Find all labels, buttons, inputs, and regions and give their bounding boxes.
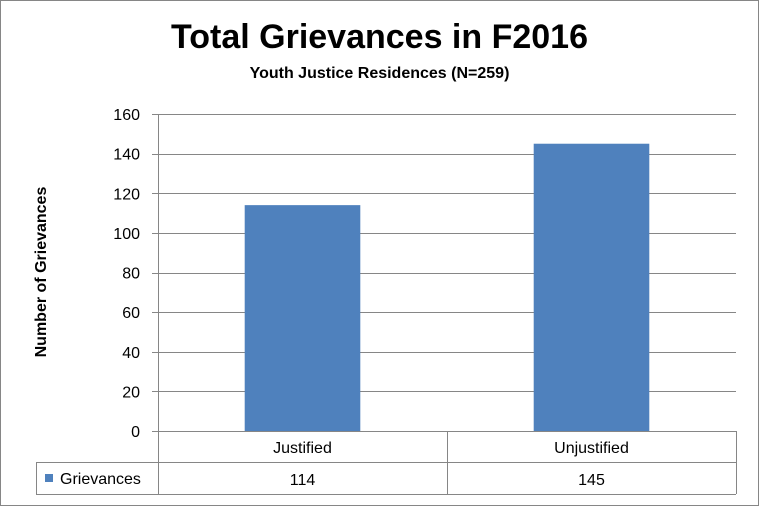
y-tick-label: 160	[113, 107, 140, 124]
bar	[533, 143, 650, 431]
chart-subtitle: Youth Justice Residences (N=259)	[249, 65, 510, 82]
y-tick-label: 20	[122, 384, 140, 401]
y-tick-label: 60	[122, 305, 140, 322]
y-tick-label: 40	[122, 345, 140, 362]
y-tick-label: 0	[131, 424, 140, 441]
legend-key	[45, 474, 53, 482]
x-category-label: Unjustified	[554, 440, 629, 457]
chart-title: Total Grievances in F2016	[171, 18, 588, 56]
y-tick-label: 80	[122, 266, 140, 283]
legend-series-name: Grievances	[60, 471, 141, 488]
x-category-label: Justified	[273, 440, 332, 457]
table-value: 145	[578, 472, 605, 489]
y-tick-label: 120	[113, 186, 140, 203]
y-tick-label: 140	[113, 147, 140, 164]
table-value: 114	[290, 472, 316, 489]
y-tick-label: 100	[113, 226, 140, 243]
bar	[244, 205, 361, 431]
